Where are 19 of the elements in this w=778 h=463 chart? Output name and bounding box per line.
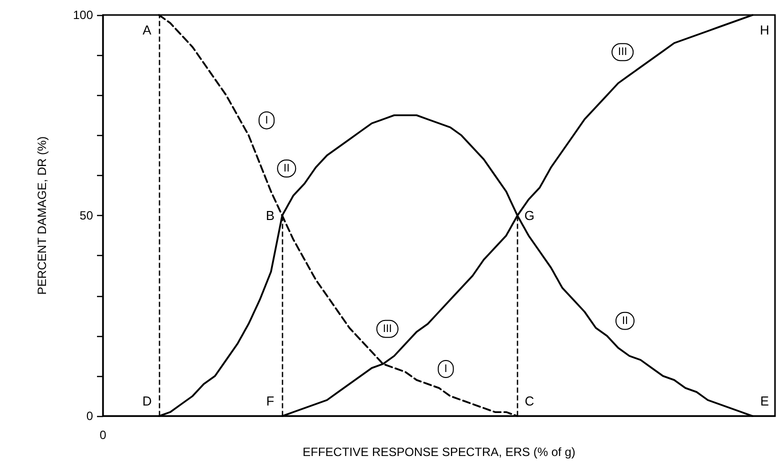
series-label: I (444, 363, 448, 376)
text: III (382, 322, 392, 335)
y-tick-label: 50 (80, 208, 94, 223)
data-label: D (142, 394, 152, 409)
text: I (265, 114, 268, 126)
data-label: A (142, 22, 152, 38)
data-label: C (524, 394, 534, 409)
series-label: II (284, 162, 290, 174)
data-label: H (760, 22, 770, 38)
x-axis-title: EFFECTIVE RESPONSE SPECTRA, ERS (% of g) (302, 445, 576, 459)
data-label: F (266, 394, 274, 409)
y-axis-title: PERCENT DAMAGE, DR (%) (35, 136, 49, 295)
data-label: G (524, 208, 534, 224)
series-label: III (618, 46, 628, 58)
data-label: B (266, 208, 275, 224)
y-tick-label: 100 (72, 8, 94, 22)
y-tick-label: 0 (86, 409, 94, 424)
text: II (622, 314, 628, 327)
data-label: E (760, 394, 770, 409)
